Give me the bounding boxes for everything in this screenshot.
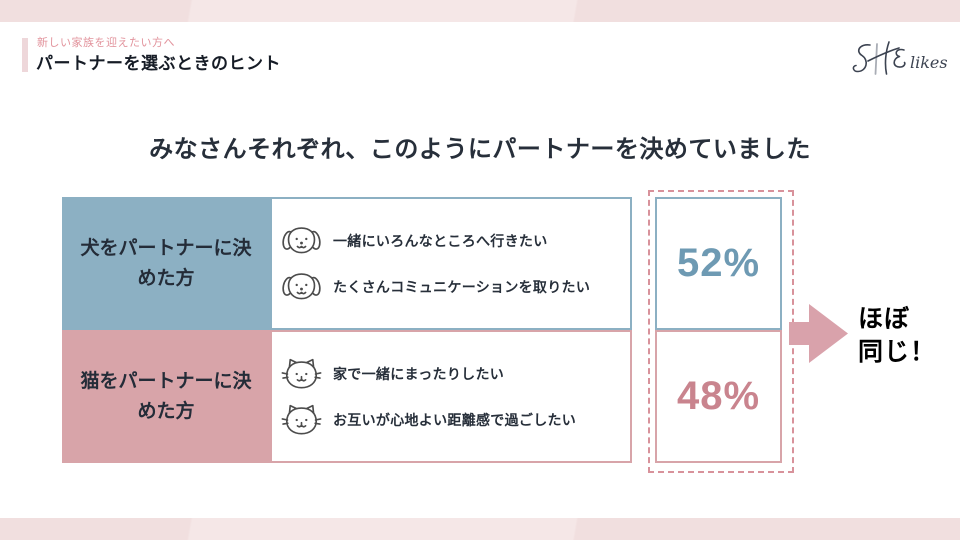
header-accent-bar bbox=[22, 38, 28, 72]
cat-row-label: 猫をパートナーに決めた方 bbox=[62, 330, 270, 463]
svg-text:likes: likes bbox=[910, 53, 948, 72]
bottom-decor-strip bbox=[0, 518, 960, 540]
cat-point-1: 家で一緒にまったりしたい bbox=[333, 365, 505, 382]
dog-percent-value: 52% bbox=[655, 197, 782, 330]
top-decor-strip bbox=[0, 0, 960, 22]
shelikes-logo-icon: likes bbox=[852, 41, 948, 75]
list-item: 一緒にいろんなところへ行きたい bbox=[281, 223, 630, 259]
dog-row-label: 犬をパートナーに決めた方 bbox=[62, 197, 270, 330]
cat-row-content: 家で一緒にまったりしたい お互いが心地よい距離感で過 bbox=[270, 330, 632, 463]
eyebrow-text: 新しい家族を迎えたい方へ bbox=[37, 37, 175, 49]
conclusion-line-2: 同じ！ bbox=[858, 337, 937, 366]
conclusion-text: ほぼ 同じ！ bbox=[858, 303, 936, 368]
dog-point-2: たくさんコミュニケーションを取りたい bbox=[333, 278, 591, 295]
dog-face-icon bbox=[281, 269, 322, 305]
shelikes-logo: likes bbox=[846, 38, 948, 82]
conclusion-line-1: ほぼ bbox=[858, 305, 911, 333]
main-title: みなさんそれぞれ、このようにパートナーを決めていました bbox=[149, 136, 811, 163]
list-item: お互いが心地よい距離感で過ごしたい bbox=[281, 402, 630, 438]
right-arrow-icon bbox=[789, 302, 850, 365]
list-item: たくさんコミュニケーションを取りたい bbox=[281, 269, 630, 305]
dog-row-content: 一緒にいろんなところへ行きたい たくさんコミュニケーションを取りたい bbox=[270, 197, 632, 330]
dog-point-1: 一緒にいろんなところへ行きたい bbox=[333, 232, 548, 249]
cat-face-icon bbox=[281, 402, 322, 438]
cat-face-icon bbox=[281, 356, 322, 392]
dog-face-icon bbox=[281, 223, 322, 259]
list-item: 家で一緒にまったりしたい bbox=[281, 356, 630, 392]
cat-point-2: お互いが心地よい距離感で過ごしたい bbox=[333, 411, 577, 428]
page-title: パートナーを選ぶときのヒント bbox=[36, 54, 281, 73]
cat-percent-value: 48% bbox=[655, 330, 782, 463]
